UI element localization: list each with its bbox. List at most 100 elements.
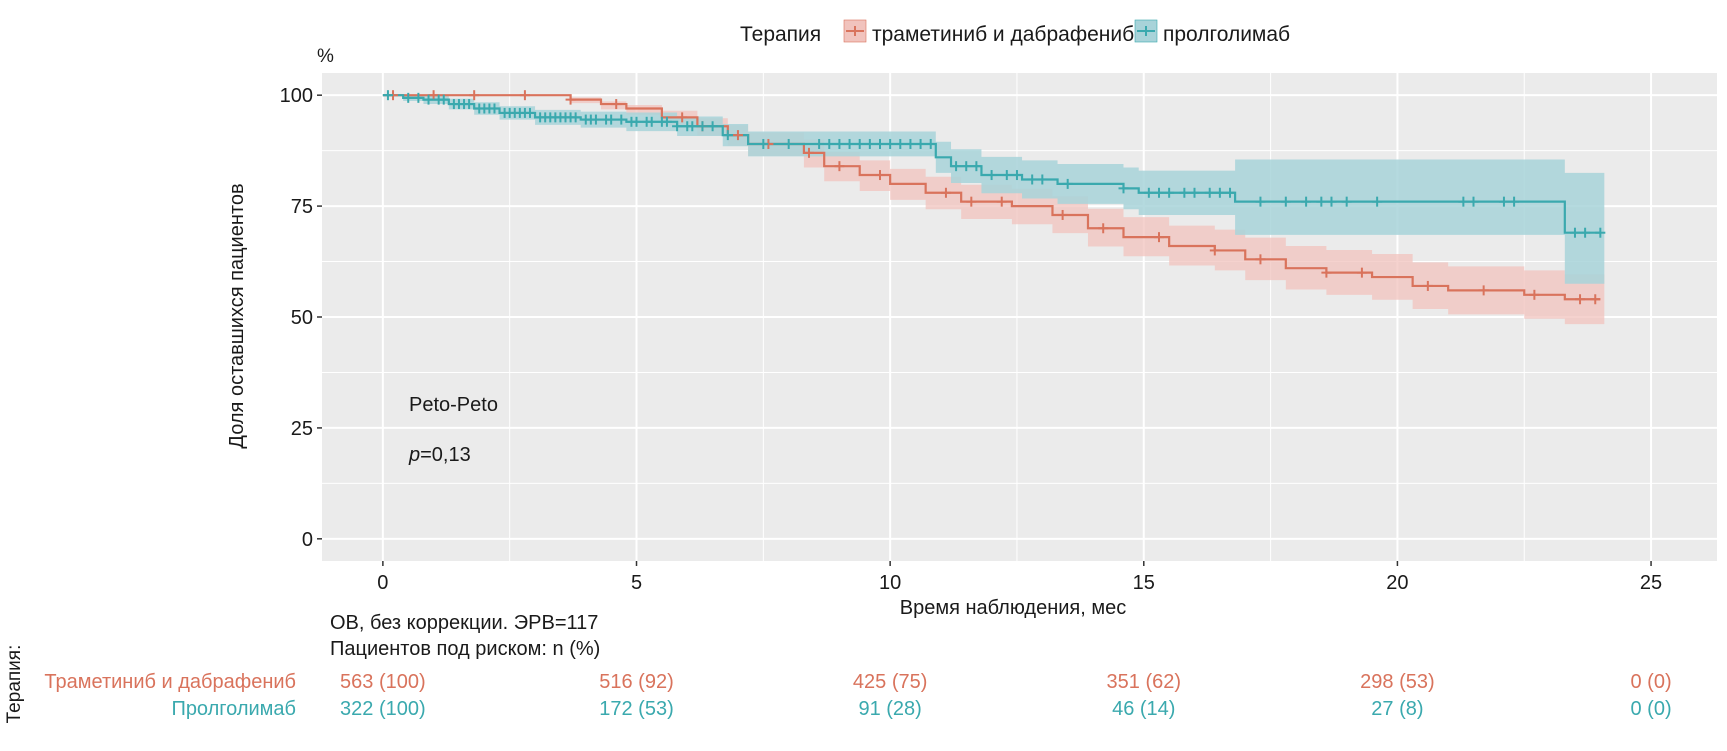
censor-mark xyxy=(1062,178,1073,189)
censor-mark xyxy=(986,170,997,181)
censor-mark xyxy=(413,92,424,103)
censor-mark xyxy=(519,90,530,101)
censor-mark xyxy=(565,94,576,105)
y-axis-title: Доля оставшихся пациентов xyxy=(226,183,248,448)
censor-mark xyxy=(590,114,601,125)
censor-mark xyxy=(631,116,642,127)
censor-mark xyxy=(1580,227,1591,238)
censor-mark xyxy=(732,130,743,141)
censor-mark xyxy=(1179,187,1190,198)
censor-mark xyxy=(1422,280,1433,291)
censor-mark xyxy=(677,112,688,123)
axes: 0 5 10 15 20 25 0 25 50 75 100 xyxy=(280,85,1663,594)
censor-mark xyxy=(1590,294,1601,305)
x-tick-label: 25 xyxy=(1640,572,1662,594)
censor-mark xyxy=(996,196,1007,207)
test-method-label: Peto-Peto xyxy=(409,394,498,416)
censor-mark xyxy=(661,116,672,127)
censor-mark xyxy=(1143,187,1154,198)
y-tick-label: 50 xyxy=(291,307,313,329)
p-value-symbol: p xyxy=(408,444,420,466)
censor-mark xyxy=(1575,294,1586,305)
censor-mark xyxy=(611,99,622,110)
risk-value: 27 (8) xyxy=(1371,698,1423,720)
censor-mark xyxy=(606,114,617,125)
censor-mark xyxy=(1057,209,1068,220)
censor-mark xyxy=(1478,285,1489,296)
censor-mark xyxy=(687,121,698,132)
confidence-bands xyxy=(382,95,1605,325)
censor-mark xyxy=(1011,170,1022,181)
legend-key-prolgolimab xyxy=(1134,19,1158,43)
censor-mark xyxy=(1255,196,1266,207)
censor-mark xyxy=(1321,267,1332,278)
risk-value: 0 (0) xyxy=(1630,698,1671,720)
y-tick-label: 25 xyxy=(291,418,313,440)
censor-mark xyxy=(1326,196,1337,207)
censor-mark xyxy=(1468,196,1479,207)
censor-mark xyxy=(1189,187,1200,198)
risk-value: 298 (53) xyxy=(1360,671,1435,693)
x-tick-label: 5 xyxy=(631,572,642,594)
censor-mark xyxy=(524,107,535,118)
risk-value: 351 (62) xyxy=(1107,671,1182,693)
censor-mark xyxy=(875,138,885,149)
censor-mark xyxy=(834,161,845,172)
p-value-number: =0,13 xyxy=(420,444,471,466)
censor-mark xyxy=(672,121,683,132)
censor-mark xyxy=(1204,187,1215,198)
censor-mark xyxy=(1154,187,1164,198)
y-tick-label: 0 xyxy=(302,529,313,551)
censor-mark xyxy=(722,130,733,141)
risk-caption-line-1: ОВ, без коррекции. ЭРВ=117 xyxy=(330,612,598,634)
censor-mark xyxy=(925,138,936,149)
legend-key-trametinib xyxy=(843,19,867,43)
censor-mark xyxy=(464,99,475,110)
censor-mark xyxy=(1214,187,1225,198)
censor-mark xyxy=(940,187,951,198)
ci-band-trametinib xyxy=(382,95,1605,325)
censor-mark xyxy=(1098,223,1109,234)
censor-mark xyxy=(469,90,480,101)
censor-mark xyxy=(1372,196,1383,207)
censor-mark xyxy=(966,196,977,207)
censor-mark xyxy=(1498,196,1509,207)
risk-value: 322 (100) xyxy=(340,698,426,720)
km-curve-trametinib xyxy=(382,94,1601,301)
risk-value: 516 (92) xyxy=(599,671,674,693)
ci-band-prolgolimab xyxy=(382,95,1605,284)
risk-value: 91 (28) xyxy=(858,698,921,720)
censor-mark xyxy=(783,138,794,149)
censor-mark xyxy=(1027,174,1038,185)
censor-mark xyxy=(1529,289,1540,300)
censor-mark xyxy=(971,161,982,172)
legend: Терапия траметиниб и дабрафениб пролголи… xyxy=(740,19,1290,46)
x-tick-label: 10 xyxy=(879,572,901,594)
legend-label-trametinib: траметиниб и дабрафениб xyxy=(872,23,1134,46)
censor-mark xyxy=(1316,196,1327,207)
censor-mark xyxy=(814,138,825,149)
censor-mark xyxy=(824,138,835,149)
censor-mark xyxy=(1209,245,1220,256)
censor-mark xyxy=(1154,232,1164,243)
censor-mark xyxy=(1458,196,1469,207)
censor-mark xyxy=(758,138,769,149)
risk-row-label-prolgolimab: Пролголимаб xyxy=(171,698,296,720)
censor-mark xyxy=(646,116,657,127)
y-tick-label: 75 xyxy=(291,196,313,218)
censor-mark xyxy=(951,161,962,172)
x-tick-label: 0 xyxy=(377,572,388,594)
y-tick-label: 100 xyxy=(280,85,313,107)
censor-mark xyxy=(1037,174,1048,185)
risk-caption-line-2: Пациентов под риском: n (%) xyxy=(330,638,600,660)
censor-mark xyxy=(1341,196,1352,207)
censor-mark xyxy=(961,161,972,172)
censor-mark xyxy=(895,138,906,149)
censor-mark xyxy=(697,121,708,132)
censor-mark xyxy=(885,138,896,149)
risk-row-label-trametinib: Траметиниб и дабрафениб xyxy=(44,671,296,693)
censor-mark xyxy=(1164,187,1175,198)
censor-mark xyxy=(1595,227,1606,238)
censor-mark xyxy=(1001,170,1012,181)
